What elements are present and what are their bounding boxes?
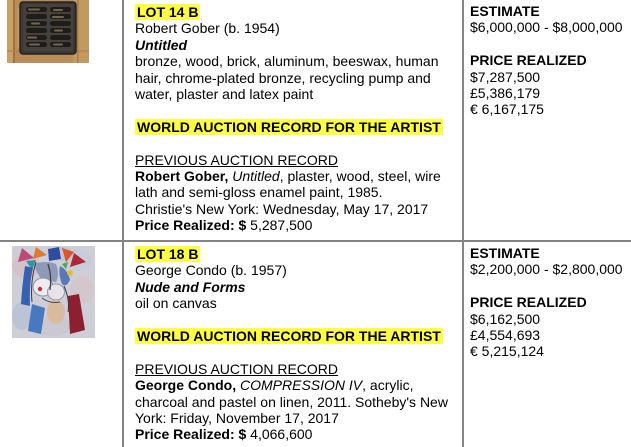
- price-realized-heading: PRICE REALIZED: [470, 52, 587, 69]
- previous-artist: George Condo,: [135, 377, 237, 394]
- estimate-range: $6,000,000 - $8,000,000: [470, 19, 623, 36]
- previous-record-heading: PREVIOUS AUCTION RECORD: [135, 151, 339, 168]
- previous-record-heading: PREVIOUS AUCTION RECORD: [135, 360, 339, 377]
- artwork-medium: oil on canvas: [135, 295, 217, 312]
- lot-number: LOT 14 B: [135, 4, 201, 21]
- lot-description-cell: LOT 14 B Robert Gober (b. 1954) Untitled…: [124, 0, 464, 242]
- price-realized-heading: PRICE REALIZED: [470, 294, 587, 311]
- previous-title: Untitled: [232, 168, 280, 185]
- drain-grate: [19, 1, 77, 55]
- artwork-title: Untitled: [135, 36, 188, 53]
- lot-image-cell: [0, 0, 124, 242]
- lot-image-drain-sculpture: [7, 0, 89, 63]
- artist-name: Robert Gober (b. 1954): [135, 20, 280, 37]
- previous-artist: Robert Gober,: [135, 168, 229, 185]
- lot-image-painting: [12, 246, 95, 338]
- previous-sale-venue: Christie's New York: Wednesday, May 17, …: [135, 200, 429, 217]
- lot-description-cell: LOT 18 B George Condo (b. 1957) Nude and…: [124, 242, 464, 447]
- previous-record-details: George Condo, COMPRESSION IV, acrylic, c…: [135, 377, 456, 426]
- price-eur: € 6,167,175: [470, 101, 544, 118]
- previous-materials: , plaster, wood, steel, wire lath and se…: [135, 168, 441, 201]
- previous-title: COMPRESSION IV: [240, 377, 363, 394]
- previous-price-value: 4,066,600: [250, 426, 313, 443]
- lot-number: LOT 18 B: [135, 246, 201, 263]
- estimate-heading: ESTIMATE: [470, 3, 540, 19]
- world-record-banner: WORLD AUCTION RECORD FOR THE ARTIST: [135, 118, 443, 136]
- price-gbp: £5,386,179: [470, 85, 541, 102]
- abstract-figure-shapes: [18, 247, 86, 334]
- artist-name: George Condo (b. 1957): [135, 262, 287, 279]
- world-record-banner: WORLD AUCTION RECORD FOR THE ARTIST: [135, 328, 443, 345]
- previous-price-value: 5,287,500: [250, 217, 313, 234]
- price-usd: $6,162,500: [470, 310, 541, 327]
- price-gbp: £4,554,693: [470, 327, 541, 344]
- price-eur: € 5,215,124: [470, 343, 544, 360]
- estimate-range: $2,200,000 - $2,800,000: [470, 261, 623, 278]
- previous-materials: , acrylic, charcoal and pastel on linen,…: [135, 377, 448, 427]
- lot-price-cell: ESTIMATE $2,200,000 - $2,800,000 PRICE R…: [464, 242, 631, 447]
- previous-price-label: Price Realized: $: [135, 217, 247, 234]
- abstract-painting-image: [12, 246, 95, 338]
- previous-record-details: Robert Gober, Untitled, plaster, wood, s…: [135, 168, 456, 201]
- lot-price-cell: ESTIMATE $6,000,000 - $8,000,000 PRICE R…: [464, 0, 631, 242]
- price-usd: $7,287,500: [470, 68, 541, 85]
- artwork-medium: bronze, wood, brick, aluminum, beeswax, …: [135, 53, 439, 103]
- previous-price-label: Price Realized: $: [135, 426, 247, 443]
- drain-sculpture-image: [7, 0, 89, 63]
- estimate-heading: ESTIMATE: [470, 245, 540, 261]
- lot-image-cell: [0, 242, 124, 447]
- artwork-title: Nude and Forms: [135, 278, 246, 295]
